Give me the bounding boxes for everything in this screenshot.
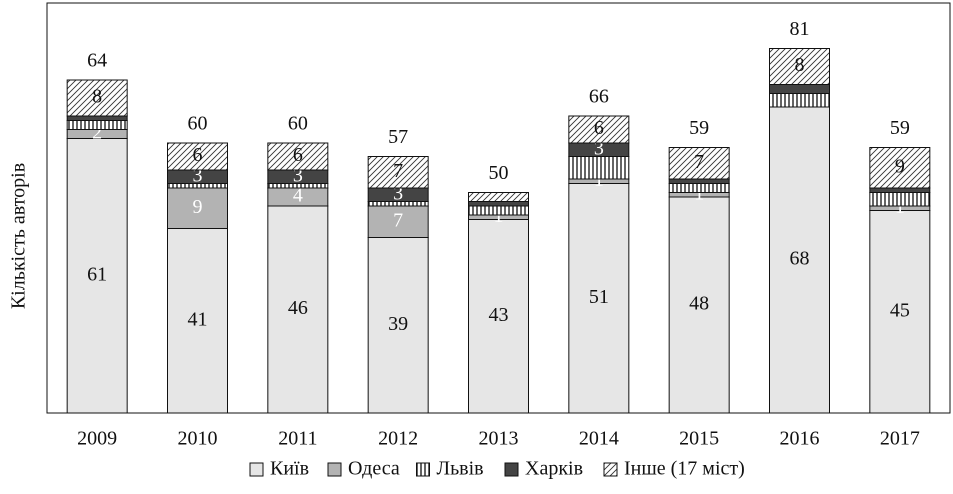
total-label: 66 — [589, 86, 609, 108]
value-label: 1 — [694, 182, 704, 204]
value-label: 3 — [293, 164, 303, 186]
value-label: 1 — [494, 205, 504, 227]
total-label: 59 — [689, 117, 709, 139]
value-label: 4 — [293, 185, 303, 207]
bar-segment — [568, 115, 630, 144]
value-label: 68 — [790, 248, 810, 270]
bar-segment — [468, 219, 529, 414]
total-label: 81 — [790, 18, 810, 40]
value-label: 3 — [594, 137, 604, 159]
legend-label: Київ — [270, 458, 309, 480]
bar-segment — [668, 196, 730, 414]
bar-segment — [167, 142, 228, 171]
bar-segment — [869, 210, 931, 414]
total-label: 59 — [890, 117, 910, 139]
value-label: 41 — [188, 308, 208, 330]
value-label: 1 — [895, 196, 905, 218]
value-label: 9 — [193, 196, 203, 218]
value-label: 45 — [890, 299, 910, 321]
x-tick-label: 2015 — [679, 428, 719, 450]
bar-segment — [367, 205, 429, 238]
value-label: 7 — [393, 160, 403, 182]
value-label: 7 — [393, 209, 403, 231]
legend-label: Харків — [525, 458, 583, 480]
bar-segment — [568, 183, 630, 414]
value-label: 6 — [293, 144, 303, 166]
bar-segment — [367, 237, 429, 414]
bar-segment — [769, 93, 830, 108]
bar-segment — [668, 147, 730, 180]
bar-segment — [769, 48, 830, 85]
bar-segment — [468, 201, 529, 207]
x-tick-label: 2009 — [77, 428, 117, 450]
total-label: 64 — [87, 50, 107, 72]
bar-segment — [869, 147, 931, 189]
x-tick-label: 2013 — [479, 428, 519, 450]
bar-segment — [769, 84, 830, 94]
value-label: 7 — [694, 151, 704, 173]
value-label: 48 — [689, 293, 709, 315]
value-label: 3 — [393, 182, 403, 204]
bar-segment — [66, 120, 128, 130]
bar-segment — [468, 205, 529, 216]
bar-segment — [568, 156, 630, 180]
value-label: 39 — [388, 313, 408, 335]
value-label: 9 — [895, 155, 905, 177]
bar-segment — [869, 187, 931, 193]
bar-segment — [668, 183, 730, 193]
bar-segment — [167, 228, 228, 414]
value-label: 61 — [87, 263, 107, 285]
total-label: 60 — [288, 113, 308, 135]
legend-swatch — [327, 462, 342, 477]
total-label: 57 — [388, 126, 408, 148]
bar-segment — [367, 156, 429, 189]
value-label: 43 — [489, 304, 509, 326]
value-label: 51 — [589, 286, 609, 308]
legend-swatch — [504, 462, 519, 477]
bar-segment — [769, 106, 830, 414]
value-label: 3 — [193, 164, 203, 186]
bar-segment — [267, 142, 329, 171]
legend-swatch — [416, 462, 430, 477]
bar-segment — [668, 178, 730, 184]
x-tick-label: 2016 — [780, 428, 820, 450]
x-tick-label: 2012 — [378, 428, 418, 450]
bar-segment — [869, 192, 931, 207]
bar-segment — [267, 205, 329, 414]
bar-segment — [66, 79, 128, 117]
value-label: 2 — [92, 122, 102, 144]
legend-swatch — [603, 462, 618, 477]
legend-label: Одеса — [348, 458, 400, 480]
bar-segment — [66, 115, 128, 121]
x-tick-label: 2010 — [178, 428, 218, 450]
x-tick-label: 2011 — [278, 428, 317, 450]
value-label: 6 — [594, 117, 604, 139]
total-label: 50 — [489, 162, 509, 184]
value-label: 1 — [594, 169, 604, 191]
bar-segment — [468, 192, 529, 202]
x-tick-label: 2017 — [880, 428, 920, 450]
legend-label: Львів — [437, 458, 484, 480]
value-label: 46 — [288, 297, 308, 319]
value-label: 8 — [795, 54, 805, 76]
legend-label: Інше (17 міст) — [624, 458, 745, 480]
legend-swatch — [249, 462, 264, 477]
value-label: 8 — [92, 86, 102, 108]
y-axis-label: Кількість авторів — [8, 163, 30, 309]
value-label: 6 — [193, 144, 203, 166]
x-tick-label: 2014 — [579, 428, 619, 450]
total-label: 60 — [188, 113, 208, 135]
